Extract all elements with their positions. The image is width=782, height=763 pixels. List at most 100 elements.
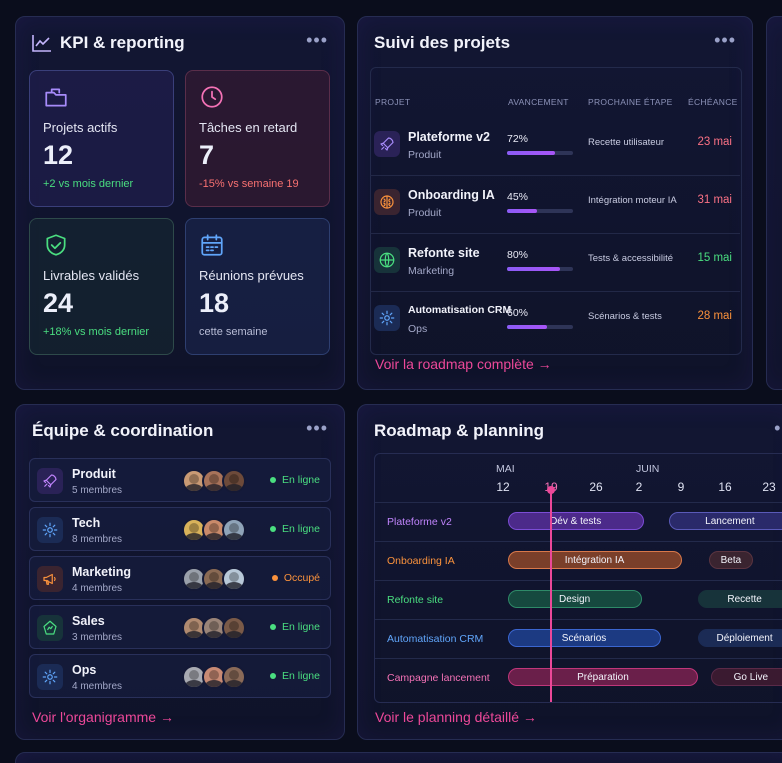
kpi-more-button[interactable]: •••: [306, 30, 328, 50]
kpi-value: 12: [43, 140, 74, 170]
date-tick: 26: [589, 480, 603, 494]
gantt-bar[interactable]: Go Live: [711, 668, 782, 686]
status-badge: En ligne: [270, 474, 320, 486]
gantt-bar[interactable]: Lancement: [669, 512, 782, 530]
project-name: Refonte site: [408, 246, 480, 260]
gantt-row-label: Campagne lancement: [387, 672, 490, 684]
avatar-group[interactable]: [182, 665, 246, 689]
chart-icon: [37, 615, 63, 641]
status-badge: En ligne: [270, 621, 320, 633]
project-category: Produit: [408, 207, 442, 219]
team-row[interactable]: Tech 8 membres En ligne: [29, 507, 331, 551]
gantt-bar[interactable]: Préparation: [507, 668, 699, 686]
gantt-row: Plateforme v2 Dév & tests Lancement: [375, 502, 782, 541]
gantt-bar[interactable]: Beta: [708, 551, 753, 569]
offscreen-panel: [766, 16, 782, 390]
arrow-right-icon: →: [522, 709, 537, 725]
date-tick: 23: [762, 480, 776, 494]
team-name: Marketing: [72, 565, 132, 579]
avatar-group[interactable]: [182, 616, 246, 640]
date-tick: 2: [635, 480, 643, 494]
team-row[interactable]: Produit 5 membres En ligne: [29, 458, 331, 502]
team-name: Ops: [72, 663, 97, 677]
status-text: En ligne: [282, 523, 320, 535]
kpi-card[interactable]: Réunions prévues 18 cette semaine: [185, 218, 330, 355]
kpi-title: KPI & reporting: [60, 33, 185, 52]
project-category: Marketing: [408, 265, 455, 277]
brain-icon: [374, 189, 400, 215]
avatar: [222, 567, 246, 591]
team-more-button[interactable]: •••: [306, 418, 328, 438]
megaphone-icon: [37, 566, 63, 592]
status-dot: [270, 673, 277, 679]
org-chart-link[interactable]: Voir l'organigramme →: [32, 709, 174, 725]
planning-detail-link-text: Voir le planning détaillé: [375, 709, 519, 725]
team-name: Sales: [72, 614, 105, 628]
date-tick: 9: [677, 480, 685, 494]
project-row[interactable]: Refonte site Marketing 80% Tests & accessib…: [370, 234, 740, 292]
team-row[interactable]: Marketing 4 membres Occupé: [29, 556, 331, 600]
gantt-bar[interactable]: Intégration IA: [507, 551, 682, 569]
planning-detail-link[interactable]: Voir le planning détaillé →: [375, 709, 537, 725]
projects-more-button[interactable]: •••: [714, 30, 736, 50]
project-progress-bar: [507, 325, 573, 329]
team-panel: Équipe & coordination ••• Produit 5 membr…: [15, 404, 345, 740]
gantt-row-label: Automatisation CRM: [387, 633, 484, 645]
date-tick: 12: [496, 480, 510, 494]
kpi-value: 18: [199, 288, 230, 318]
projects-table: [370, 67, 742, 355]
team-member-count: 4 membres: [72, 583, 123, 594]
kpi-value: 24: [43, 288, 74, 318]
calendar-icon: [199, 232, 225, 258]
kpi-card[interactable]: Tâches en retard 7 -15% vs semaine 19: [185, 70, 330, 207]
project-progress-text: 80%: [507, 249, 529, 261]
gantt-bar[interactable]: Recette: [698, 590, 782, 608]
team-member-count: 8 membres: [72, 534, 123, 545]
gantt-row: Refonte site Design Recette: [375, 580, 782, 619]
gantt-bar[interactable]: Déploiement: [698, 629, 782, 647]
avatar-group[interactable]: [182, 567, 246, 591]
project-row[interactable]: Plateforme v2 Produit 72% Recette utilisate…: [370, 118, 740, 176]
status-text: En ligne: [282, 621, 320, 633]
shield-check-icon: [43, 232, 69, 258]
col-header-project: PROJET: [375, 97, 411, 107]
avatar-group[interactable]: [182, 469, 246, 493]
gantt-bar[interactable]: Scénarios: [507, 629, 661, 647]
kpi-card[interactable]: Projets actifs 12 +2 vs mois dernier: [29, 70, 174, 207]
team-row[interactable]: Sales 3 membres En ligne: [29, 605, 331, 649]
project-due-date: 28 mai: [697, 310, 732, 322]
rocket-icon: [37, 468, 63, 494]
date-tick: 16: [718, 480, 732, 494]
kpi-delta: -15% vs semaine 19: [199, 178, 299, 190]
roadmap-full-link[interactable]: Voir la roadmap complète →: [375, 356, 552, 372]
team-row[interactable]: Ops 4 membres En ligne: [29, 654, 331, 698]
gantt-bar[interactable]: Design: [507, 590, 642, 608]
col-header-due: ÉCHÉANCE: [688, 97, 738, 107]
month-label-may: MAI: [496, 463, 515, 475]
roadmap-more-button[interactable]: •••: [774, 418, 782, 438]
rocket-icon: [374, 131, 400, 157]
team-member-count: 5 membres: [72, 485, 123, 496]
project-row[interactable]: Automatisation CRM Ops 60% Scénarios & test…: [370, 292, 740, 350]
roadmap-title: Roadmap & planning: [374, 421, 544, 440]
col-header-progress: AVANCEMENT: [508, 97, 569, 107]
avatar: [222, 518, 246, 542]
gantt-row-label: Refonte site: [387, 594, 444, 606]
kpi-label: Livrables validés: [43, 268, 140, 283]
kpi-delta: +2 vs mois dernier: [43, 178, 134, 190]
month-label-june: JUIN: [636, 463, 660, 475]
kpi-delta: +18% vs mois dernier: [43, 326, 150, 338]
status-dot: [270, 624, 277, 630]
status-dot: [271, 575, 278, 581]
avatar-group[interactable]: [182, 518, 246, 542]
project-due-date: 15 mai: [697, 252, 732, 264]
project-due-date: 23 mai: [697, 136, 732, 148]
project-category: Ops: [408, 323, 428, 335]
status-text: Occupé: [283, 572, 320, 584]
project-progress-bar: [507, 209, 573, 213]
gear-icon: [374, 305, 400, 331]
kpi-card[interactable]: Livrables validés 24 +18% vs mois dernier: [29, 218, 174, 355]
project-row[interactable]: Onboarding IA Produit 45% Intégration moteu…: [370, 176, 740, 234]
roadmap-full-link-text: Voir la roadmap complète: [375, 356, 534, 372]
gantt-bar[interactable]: Dév & tests: [507, 512, 644, 530]
